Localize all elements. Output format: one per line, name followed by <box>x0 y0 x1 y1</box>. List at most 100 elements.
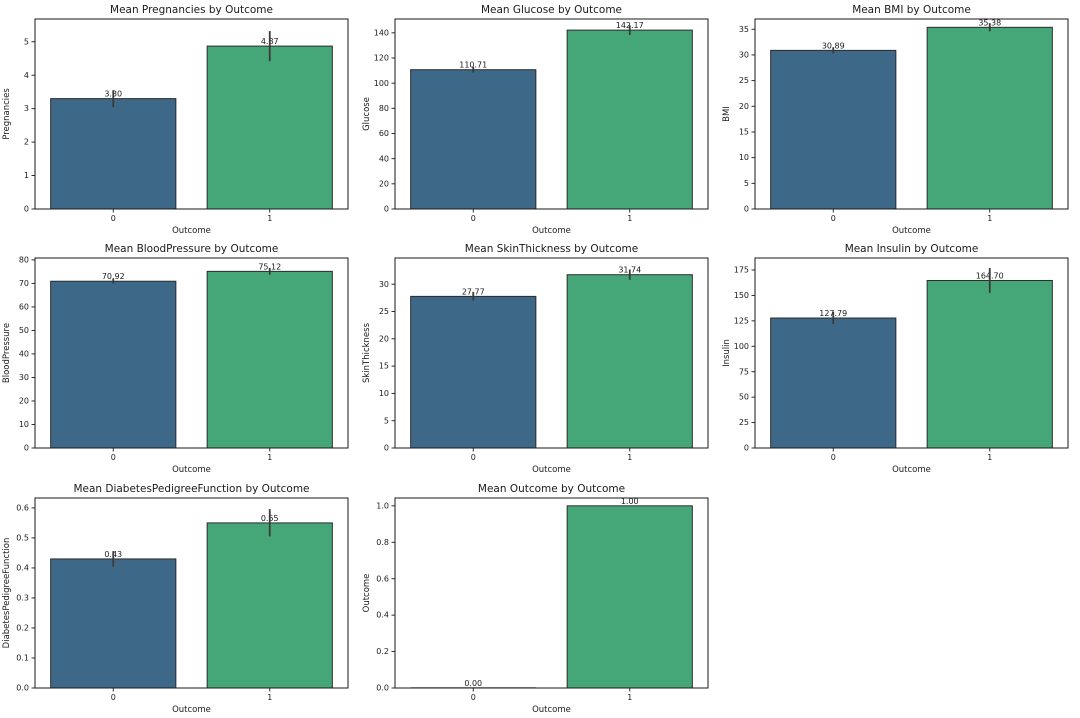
subplot-insulin: Mean Insulin by Outcome 0 25 50 75 100 125 150 1… <box>720 239 1080 478</box>
x-tick-label: 1 <box>627 693 632 702</box>
y-tick-label: 75 <box>739 368 749 377</box>
y-axis-label: Insulin <box>722 339 732 367</box>
y-tick-label: 40 <box>19 350 29 359</box>
y-tick-label: 0.1 <box>16 653 29 662</box>
axes-frame <box>394 257 709 449</box>
subplot-skinthickness: Mean SkinThickness by Outcome 0 5 10 15 20 25 3… <box>360 239 720 478</box>
y-tick-label: 1.0 <box>376 501 389 510</box>
bar-outcome-0 <box>50 558 177 689</box>
axes-frame <box>394 18 709 210</box>
y-tick-label: 0.4 <box>16 563 29 572</box>
x-axis-label: Outcome <box>532 465 571 475</box>
y-tick-label: 80 <box>19 256 29 265</box>
bar-chart-svg: Mean BloodPressure by Outcome01020304050… <box>2 243 349 475</box>
x-tick-label: 0 <box>471 453 476 462</box>
y-tick-label: 0.3 <box>16 593 29 602</box>
x-tick-label: 1 <box>987 214 992 223</box>
y-tick-label: 20 <box>379 179 389 188</box>
x-tick-label: 1 <box>987 453 992 462</box>
x-tick-label: 1 <box>267 453 272 462</box>
bar-chart-svg: Mean Outcome by Outcome 0.0 0.2 0.4 0.6 0.8 1.… <box>362 483 709 715</box>
y-tick-label: 30 <box>19 373 29 382</box>
y-tick-label: 100 <box>734 342 749 351</box>
y-tick-label: 140 <box>374 28 389 37</box>
y-tick-label: 20 <box>379 335 389 344</box>
bar-value-label: 0.00 <box>464 679 482 688</box>
x-axis-label: Outcome <box>172 705 211 715</box>
y-tick-label: 0 <box>384 444 389 453</box>
chart-title: Mean BloodPressure by Outcome <box>105 243 279 255</box>
y-tick-label: 30 <box>379 280 389 289</box>
x-tick-label: 0 <box>111 453 116 462</box>
chart-title: Mean SkinThickness by Outcome <box>465 243 638 255</box>
y-axis-label: Pregnancies <box>2 88 12 139</box>
bar-outcome-0 <box>770 317 897 449</box>
bar-outcome-1 <box>566 29 693 210</box>
y-tick-label: 70 <box>19 279 29 288</box>
bar-chart-svg: Mean Insulin by Outcome 0 25 50 75 100 125 150 1… <box>722 243 1069 475</box>
x-tick-label: 1 <box>267 693 272 702</box>
x-tick-label: 0 <box>831 214 836 223</box>
subplot-pregnancies: Mean Pregnancies by Outcome 0 1 2 3 4 5 Pregnan… <box>0 0 360 239</box>
y-tick-label: 4 <box>24 71 29 80</box>
y-tick-label: 0.2 <box>16 623 29 632</box>
bar-value-label: 1.00 <box>621 496 639 505</box>
y-tick-label: 10 <box>739 153 749 162</box>
y-axis-label: DiabetesPedigreeFunction <box>2 537 12 648</box>
subplot-outcome: Mean Outcome by Outcome 0.0 0.2 0.4 0.6 0.8 1.… <box>360 479 720 718</box>
bar-value-label: 110.71 <box>459 61 487 70</box>
y-tick-label: 25 <box>739 76 749 85</box>
y-tick-label: 20 <box>19 397 29 406</box>
y-tick-label: 15 <box>379 362 389 371</box>
y-tick-label: 125 <box>734 317 749 326</box>
bar-outcome-1 <box>566 504 693 689</box>
y-tick-label: 0.0 <box>16 683 29 692</box>
y-tick-label: 40 <box>379 154 389 163</box>
bar-value-label: 35.38 <box>978 18 1001 27</box>
y-tick-label: 5 <box>744 179 749 188</box>
y-axis-label: SkinThickness <box>362 323 372 383</box>
bar-outcome-1 <box>566 274 693 449</box>
axes-frame <box>34 18 349 210</box>
axes-frame <box>394 497 709 689</box>
subplot-diabetespedigreefunction: Mean DiabetesPedigreeFunction by Outcome… <box>0 479 360 718</box>
bar-chart-svg: Mean BMI by Outcome05101520253035BMI30.8… <box>722 4 1069 236</box>
y-tick-label: 0 <box>24 444 29 453</box>
subplot-bloodpressure: Mean BloodPressure by Outcome 0 10 20 30 40 50… <box>0 239 360 478</box>
y-tick-label: 20 <box>739 102 749 111</box>
x-axis-label: Outcome <box>532 705 571 715</box>
subplot-glucose: Mean Glucose by Outcome 0 20 40 60 80 100 120 14… <box>360 0 720 239</box>
bar-outcome-0 <box>410 296 537 449</box>
y-tick-label: 0 <box>384 205 389 214</box>
y-tick-label: 25 <box>739 418 749 427</box>
x-axis-label: Outcome <box>172 226 211 236</box>
y-tick-label: 5 <box>384 417 389 426</box>
bar-value-label: 75.12 <box>258 263 281 272</box>
y-tick-label: 0.5 <box>16 533 29 542</box>
bar-chart-svg: Mean SkinThickness by Outcome05101520253… <box>362 243 709 475</box>
y-tick-label: 10 <box>379 389 389 398</box>
y-tick-label: 120 <box>374 54 389 63</box>
y-tick-label: 0.6 <box>16 503 29 512</box>
x-axis-label: Outcome <box>892 465 931 475</box>
y-tick-label: 0.0 <box>376 683 389 692</box>
x-axis-label: Outcome <box>532 226 571 236</box>
chart-title: Mean BMI by Outcome <box>852 4 971 16</box>
bar-outcome-1 <box>206 45 333 210</box>
bar-value-label: 30.89 <box>822 41 845 50</box>
axes-frame <box>754 257 1069 449</box>
y-axis-label: Glucose <box>362 97 372 131</box>
y-tick-label: 30 <box>739 51 749 60</box>
y-tick-label: 2 <box>24 138 29 147</box>
y-tick-label: 50 <box>19 326 29 335</box>
bar-outcome-0 <box>770 49 897 210</box>
y-tick-label: 50 <box>739 393 749 402</box>
y-tick-label: 0.6 <box>376 574 389 583</box>
y-tick-label: 100 <box>374 79 389 88</box>
y-tick-label: 0.4 <box>376 610 389 619</box>
bar-outcome-0 <box>410 69 537 210</box>
y-tick-label: 0 <box>24 205 29 214</box>
y-axis-label: BMI <box>722 106 732 122</box>
y-tick-label: 0.8 <box>376 538 389 547</box>
x-tick-label: 1 <box>267 214 272 223</box>
